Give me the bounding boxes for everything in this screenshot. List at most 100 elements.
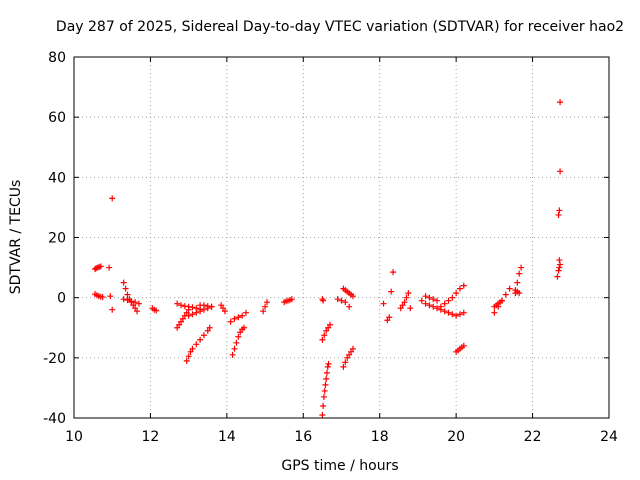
data-point [106, 264, 113, 271]
data-point [386, 314, 393, 321]
data-point [128, 298, 135, 305]
data-series [319, 360, 332, 418]
data-series [437, 282, 467, 310]
data-point [324, 363, 331, 370]
data-point [325, 324, 332, 331]
data-point [418, 297, 425, 304]
data-point [426, 302, 433, 309]
data-point [346, 351, 353, 358]
y-axis-label: SDTVAR / TECUs [8, 180, 24, 295]
data-point [178, 302, 184, 309]
data-point [153, 307, 160, 314]
data-point [557, 99, 564, 106]
x-tick-label: 22 [524, 429, 542, 445]
data-point [554, 273, 561, 280]
data-series [92, 291, 106, 301]
data-point [109, 195, 116, 202]
data-point [502, 291, 509, 298]
data-series [183, 324, 213, 364]
data-point [460, 309, 467, 316]
data-point [349, 293, 356, 300]
data-point [231, 345, 238, 352]
data-point [134, 308, 141, 315]
data-series [197, 302, 215, 310]
data-series [319, 296, 327, 304]
data-series [418, 297, 467, 319]
y-tick-label: 0 [57, 291, 66, 307]
data-point [176, 321, 183, 328]
data-point [132, 299, 139, 306]
data-point [107, 293, 114, 300]
data-point [124, 291, 131, 298]
data-point [555, 267, 562, 274]
y-tick-label: -20 [43, 351, 66, 367]
data-point [349, 345, 356, 352]
data-point [340, 363, 347, 370]
data-point [319, 336, 326, 343]
y-tick-label: 60 [48, 110, 66, 126]
data-point [401, 299, 408, 306]
data-point [200, 332, 207, 339]
data-point [344, 354, 351, 361]
data-point [388, 288, 395, 295]
data-point [193, 341, 200, 348]
data-point [346, 303, 353, 310]
y-tick-label: 40 [48, 170, 66, 186]
data-point [348, 348, 355, 355]
chart-title: Day 287 of 2025, Sidereal Day-to-day VTE… [56, 19, 624, 35]
x-tick-label: 24 [600, 429, 618, 445]
data-point [449, 311, 456, 318]
data-point [135, 300, 142, 307]
data-point [122, 285, 129, 292]
data-point [227, 318, 234, 325]
data-series [334, 296, 353, 310]
data-point [235, 333, 242, 340]
data-point [325, 360, 332, 367]
data-point [321, 332, 328, 339]
data-point [342, 359, 349, 366]
data-point [557, 168, 564, 175]
data-point [179, 315, 186, 322]
data-point [174, 300, 181, 307]
data-series [218, 302, 228, 315]
data-point [321, 387, 328, 394]
data-point [557, 261, 564, 268]
data-point [449, 294, 456, 301]
data-point [453, 312, 460, 319]
data-series [229, 324, 248, 358]
data-series [453, 342, 467, 355]
data-point [189, 311, 196, 318]
data-point [390, 269, 397, 276]
x-tick-label: 18 [371, 429, 389, 445]
data-point [491, 309, 498, 316]
data-point [320, 297, 327, 304]
data-point [218, 302, 225, 309]
data-series [92, 263, 104, 273]
data-point [189, 304, 196, 311]
data-point [430, 303, 437, 310]
data-point [397, 305, 404, 312]
data-point [185, 353, 192, 360]
data-series [319, 321, 334, 343]
data-point [97, 263, 104, 270]
data-point [120, 279, 127, 286]
data-point [403, 294, 410, 301]
x-tick-label: 12 [142, 429, 160, 445]
x-tick-label: 16 [294, 429, 312, 445]
data-point [185, 312, 192, 319]
data-point [556, 207, 563, 214]
data-point [174, 324, 181, 331]
axis-ticks: 10 12 14 16 18 20 22 24 -40 -20 0 20 40 60 80 [43, 50, 618, 445]
data-point [221, 308, 228, 315]
data-point [220, 305, 227, 312]
data-point [460, 342, 467, 349]
data-point [204, 327, 211, 334]
data-point [187, 348, 194, 355]
data-point [178, 318, 184, 325]
data-point [518, 264, 525, 271]
data-point [197, 308, 204, 315]
data-point [399, 302, 406, 309]
data-point [260, 308, 267, 315]
